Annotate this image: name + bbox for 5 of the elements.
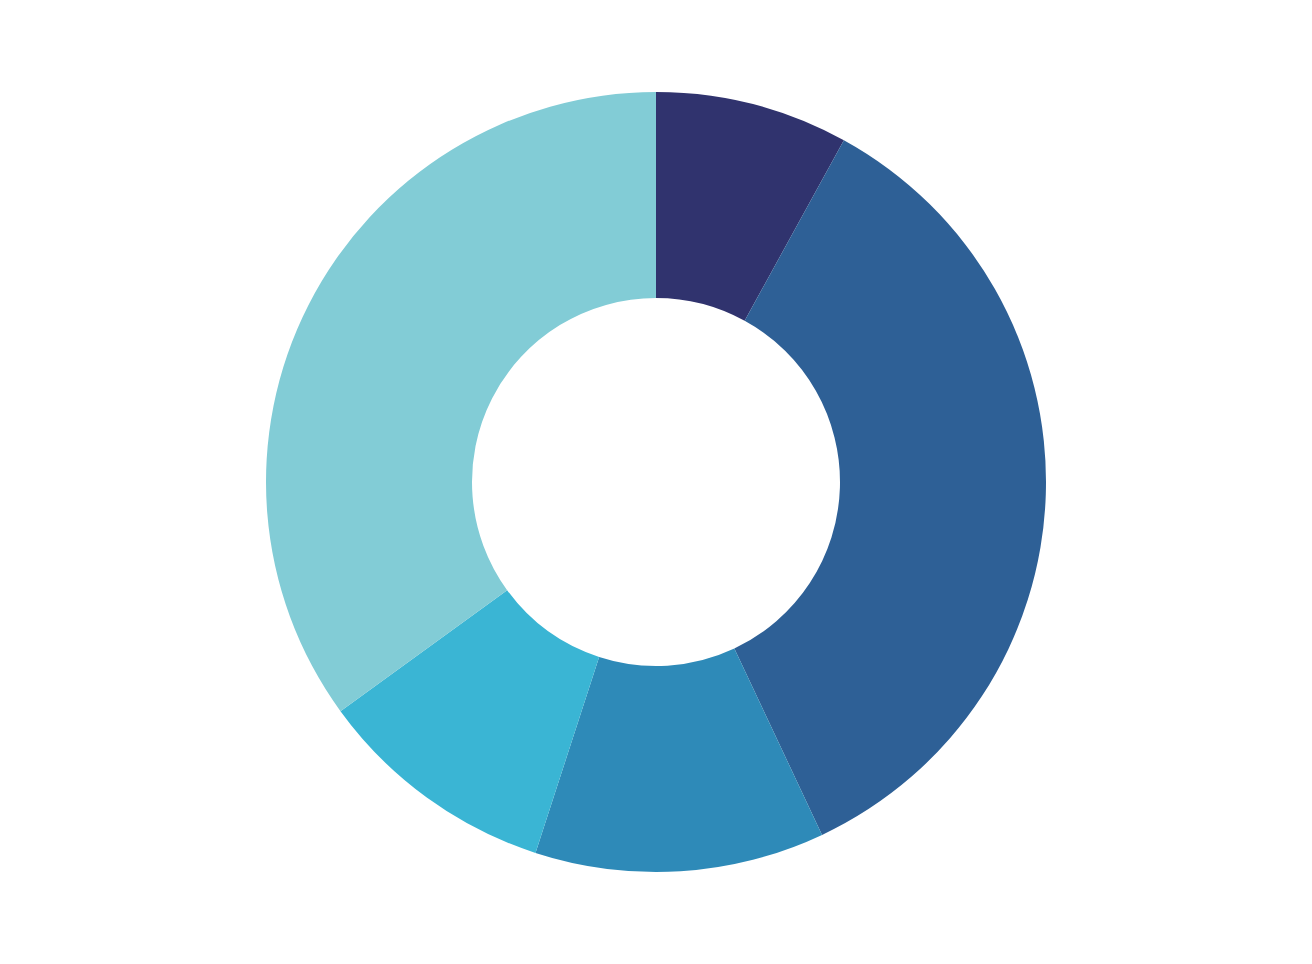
donut-slice [340, 590, 600, 853]
donut-slice [535, 648, 823, 872]
donut-slice [656, 92, 844, 321]
donut-slice [734, 140, 1046, 835]
donut-slice [266, 92, 656, 712]
